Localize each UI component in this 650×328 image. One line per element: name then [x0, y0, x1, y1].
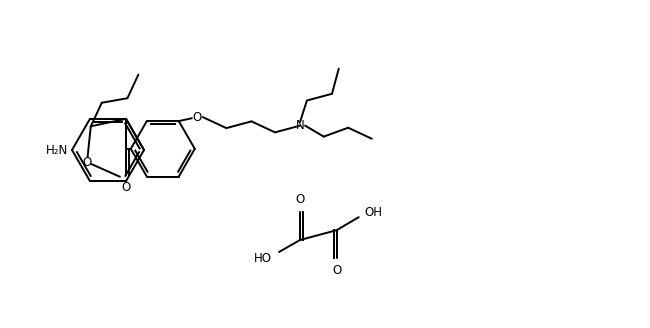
Text: O: O [332, 264, 341, 277]
Text: HO: HO [254, 252, 272, 264]
Text: O: O [192, 111, 202, 124]
Text: H₂N: H₂N [46, 144, 68, 156]
Text: OH: OH [365, 206, 383, 219]
Text: O: O [295, 193, 305, 206]
Text: O: O [122, 181, 131, 194]
Text: O: O [83, 155, 92, 169]
Text: N: N [296, 119, 305, 132]
